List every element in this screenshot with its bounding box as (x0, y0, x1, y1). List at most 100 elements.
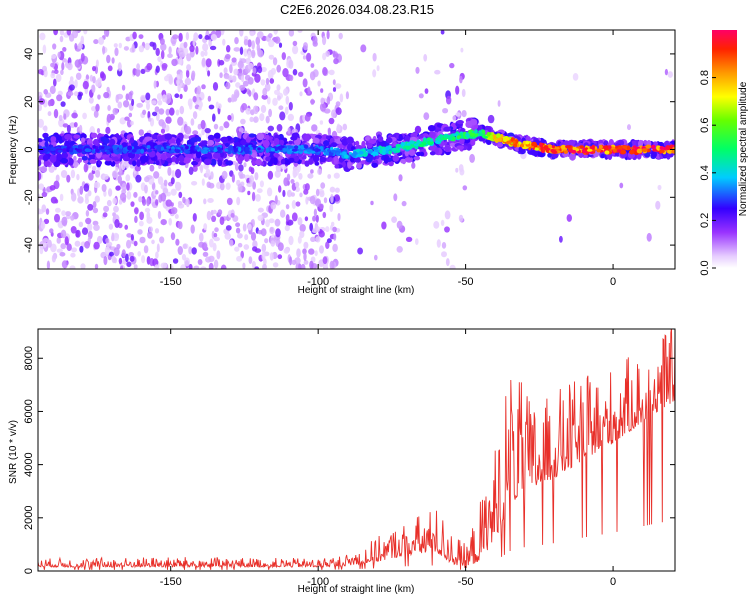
spectrogram-ridge-core (496, 133, 501, 138)
spectrogram-speckle (101, 184, 107, 192)
spectrogram-ridge-halo (97, 160, 102, 165)
spectrogram-speckle (241, 103, 248, 111)
spectrogram-speckle (200, 119, 206, 130)
spectrogram-ridge-halo (206, 152, 213, 160)
spectrogram-speckle (281, 52, 286, 61)
spectrogram-ridge-core (104, 146, 108, 151)
spectrogram-speckle (93, 39, 99, 45)
spectrogram-speckle (269, 78, 275, 84)
spectrogram-ridge-core (335, 152, 340, 156)
spectrogram-speckle (231, 57, 237, 63)
spectrogram-speckle (178, 57, 183, 66)
spectrogram-speckle (646, 232, 652, 242)
spectrogram-ridge-core (551, 150, 558, 154)
spectrogram-ridge-halo (60, 157, 69, 164)
spectrogram-speckle (381, 221, 387, 230)
spectrogram-ridge-core (406, 142, 411, 146)
spectrogram-ridge-core (388, 150, 392, 154)
spectrogram-ridge-core (286, 150, 292, 155)
spectrogram-speckle (85, 210, 90, 217)
spectrogram-speckle (236, 255, 243, 262)
spectrogram-ridge-halo (388, 161, 394, 167)
spectrogram-speckle (220, 264, 227, 269)
spectrogram-ridge-core (652, 148, 658, 152)
spectrogram-speckle (61, 210, 66, 217)
spectrogram-speckle (74, 91, 79, 97)
spectrogram-speckle (208, 104, 215, 110)
spectrogram-ridge-core (439, 134, 443, 139)
spectrogram-speckle (292, 40, 298, 47)
spectrogram-speckle (131, 43, 135, 53)
spectrogram-speckle (88, 96, 94, 104)
spectrogram-speckle (302, 55, 307, 60)
spectrogram-ridge-core (479, 132, 483, 137)
spectrogram-speckle (184, 257, 190, 267)
spectrogram-speckle (296, 248, 301, 258)
spectrogram-speckle (265, 219, 270, 228)
spectrogram-speckle (53, 30, 58, 36)
spectrogram-speckle (98, 36, 105, 45)
spectrogram-speckle (117, 62, 122, 72)
colorbar-tick-label: 0.4 (699, 165, 711, 180)
spectrogram-speckle (274, 218, 281, 227)
spectrogram-speckle (247, 77, 254, 85)
spectrogram-speckle (148, 226, 153, 233)
spectrogram-speckle (266, 96, 271, 105)
spectrogram-speckle (191, 181, 198, 186)
spectrogram-speckle (242, 262, 246, 269)
spectrogram-ridge-halo (237, 131, 243, 139)
spectrogram-ridge-halo (225, 161, 232, 166)
spectrogram-speckle (210, 171, 214, 180)
spectrogram-speckle (83, 30, 88, 35)
spectrogram-speckle (55, 207, 61, 213)
spectrogram-speckle (189, 45, 195, 53)
spectrogram-ridge-halo (337, 143, 344, 149)
spectrogram-speckle (95, 169, 101, 178)
spectrogram-ridge-core (443, 134, 450, 139)
spectrogram-speckle (208, 39, 212, 47)
spectrogram-ridge-halo (136, 159, 141, 167)
spectrogram-speckle (303, 252, 307, 261)
spectrogram-speckle (59, 30, 65, 36)
spectrogram-ridge-core (131, 149, 137, 153)
spectrogram-speckle (211, 215, 217, 222)
spectrogram-speckle (329, 260, 335, 269)
spectrogram-speckle (87, 190, 92, 197)
spectrogram-speckle (168, 75, 173, 84)
spectrogram-speckle (268, 218, 275, 224)
spectrogram-speckle (179, 105, 185, 115)
spectrogram-ridge-halo (175, 159, 179, 165)
spectrogram-speckle (109, 251, 114, 257)
spectrogram-speckle (234, 37, 239, 45)
spectrogram-speckle (272, 97, 278, 106)
spectrogram-ridge-core (620, 149, 627, 155)
spectrogram-ridge-halo (347, 161, 352, 169)
spectrogram-speckle (138, 34, 144, 39)
spectrogram-speckle (45, 208, 50, 215)
spectrogram-ridge-core (146, 148, 153, 153)
spectrogram-speckle (59, 252, 66, 257)
spectrogram-speckle (327, 174, 332, 179)
spectrogram-speckle (308, 248, 315, 255)
spectrogram-speckle (74, 240, 81, 247)
spectrogram-ridge-core (358, 150, 364, 155)
spectrogram-speckle (192, 111, 198, 120)
spectrogram-speckle (335, 53, 339, 58)
spectrogram-ridge-halo (368, 138, 376, 145)
spectrogram-speckle (320, 182, 326, 189)
spectrogram-speckle (238, 68, 243, 74)
spectrogram-speckle (160, 192, 167, 202)
spectrogram-speckle (154, 106, 160, 113)
spectrogram-speckle (290, 179, 295, 184)
spectrogram-speckle (60, 101, 66, 107)
spectrogram-speckle (322, 211, 327, 219)
spectrogram-ridge-halo (190, 137, 198, 143)
spectrogram-speckle (253, 116, 258, 123)
spectrogram-speckle (115, 185, 121, 191)
spectrogram-speckle (43, 218, 50, 225)
spectrogram-ridge-core (322, 149, 326, 153)
spectrogram-speckle (458, 214, 464, 222)
spectrogram-speckle (224, 232, 231, 240)
spectrogram-speckle (41, 191, 48, 198)
spectrogram-speckle (212, 209, 217, 215)
